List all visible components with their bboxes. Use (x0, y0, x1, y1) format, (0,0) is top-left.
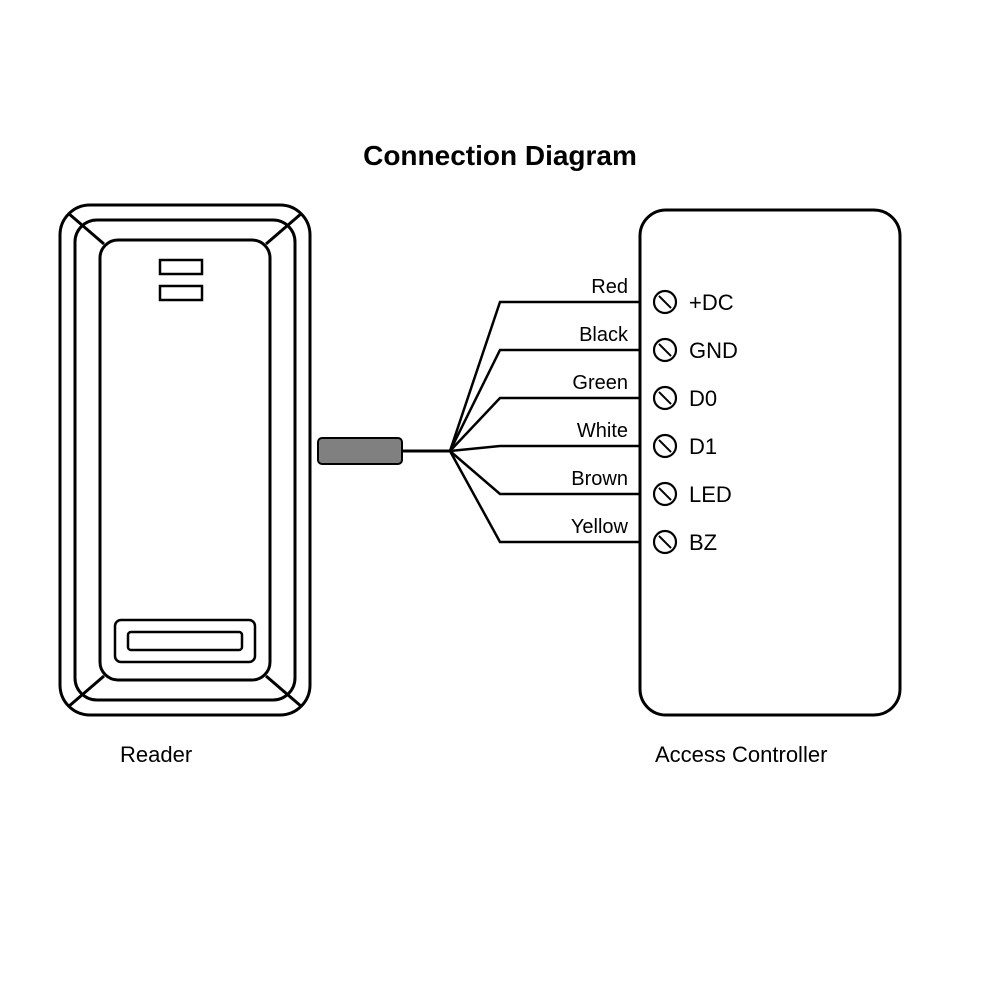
reader-outer (60, 205, 310, 715)
wire-color-label: Brown (571, 468, 628, 491)
wire-color-label: Red (591, 276, 628, 299)
reader-slot-inner (128, 632, 242, 650)
reader-inner2 (100, 240, 270, 680)
terminal-label: LED (689, 482, 732, 508)
diagram-stage: Connection Diagram Reader Access Control… (0, 0, 1000, 1000)
reader-inner1 (75, 220, 295, 700)
diagram-svg (0, 0, 1000, 1000)
wire-color-label: Black (579, 324, 628, 347)
terminal-label: D0 (689, 386, 717, 412)
terminal-label: GND (689, 338, 738, 364)
cable (318, 438, 402, 464)
wire-color-label: White (577, 420, 628, 443)
controller-box (640, 210, 900, 715)
terminal-label: +DC (689, 290, 734, 316)
controller-label: Access Controller (655, 742, 827, 768)
reader-slot-outer (115, 620, 255, 662)
wire-color-label: Yellow (571, 516, 628, 539)
reader-led1 (160, 260, 202, 274)
wire-color-label: Green (572, 372, 628, 395)
reader-label: Reader (120, 742, 192, 768)
terminal-label: D1 (689, 434, 717, 460)
terminal-label: BZ (689, 530, 717, 556)
reader-led2 (160, 286, 202, 300)
